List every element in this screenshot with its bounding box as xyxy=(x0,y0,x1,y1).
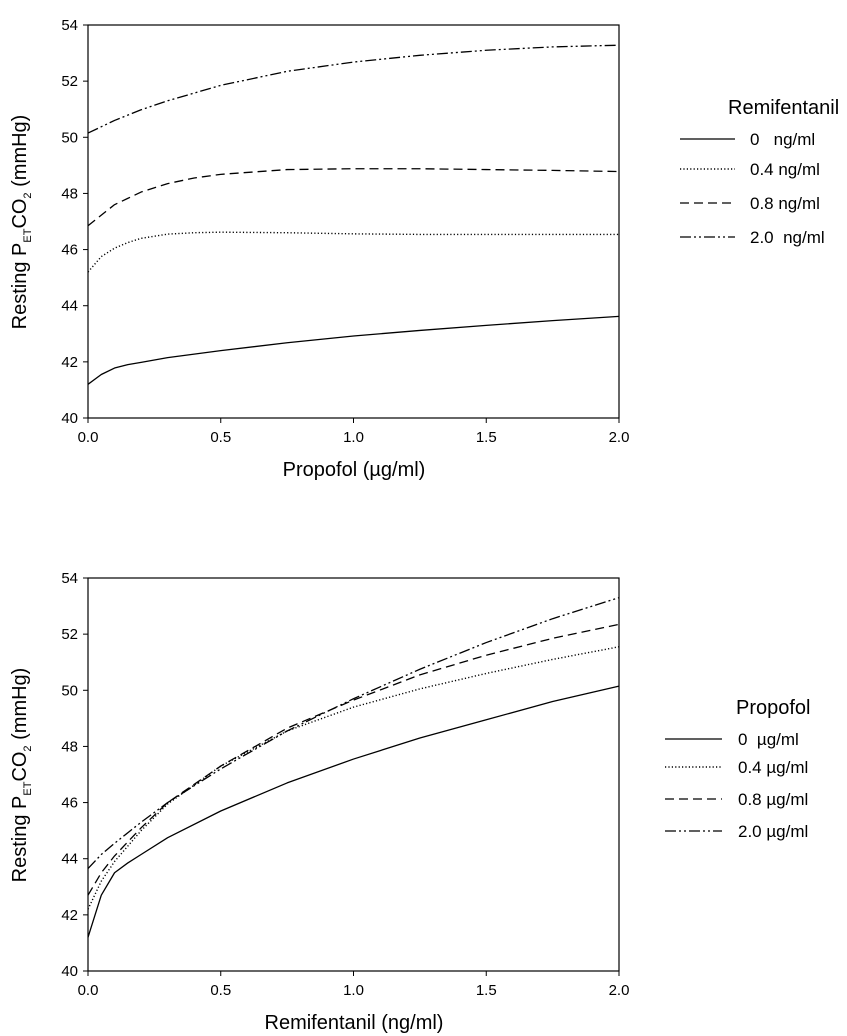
y-tick-label: 50 xyxy=(61,129,78,146)
legend-label-3: 0.8 µg/ml xyxy=(738,790,808,809)
y-axis-label-part: Resting P xyxy=(9,796,31,883)
series-line-2 xyxy=(87,646,620,910)
legend-label-3: 0.8 ng/ml xyxy=(750,194,820,213)
legend-label-2: 0.4 µg/ml xyxy=(738,758,808,777)
legend-title: Remifentanil xyxy=(728,97,839,119)
y-tick-label: 48 xyxy=(61,738,78,755)
x-tick-label: 2.0 xyxy=(609,429,630,446)
y-axis-label-part: CO xyxy=(9,199,31,229)
series-line-2 xyxy=(87,231,619,273)
y-axis-label-subscript: 2 xyxy=(22,192,34,198)
x-tick-label: 2.0 xyxy=(609,982,630,999)
y-axis-label-part: CO xyxy=(9,752,31,782)
y-tick-label: 52 xyxy=(61,626,78,643)
x-tick-label: 0.5 xyxy=(210,429,231,446)
chart-panel-1: 0.0 0.5 1.0 1.5 2.0 40 42 44 46 48 50 52 54 Propofol … xyxy=(9,17,839,481)
plot-frame xyxy=(87,24,620,419)
y-axis-label-subscript: ET xyxy=(22,228,34,242)
plot-frame xyxy=(87,577,620,972)
y-tick-label: 48 xyxy=(61,185,78,202)
x-tick-label: 0.0 xyxy=(78,429,99,446)
legend-label-2: 0.4 ng/ml xyxy=(750,160,820,179)
series-line-4 xyxy=(87,597,620,869)
x-tick-label: 1.0 xyxy=(343,429,364,446)
x-tick-label: 0.5 xyxy=(210,982,231,999)
series-line-4 xyxy=(87,44,620,134)
x-tick-label: 1.5 xyxy=(476,429,497,446)
legend-label-1: 0 µg/ml xyxy=(738,730,799,749)
series-line-1 xyxy=(87,315,620,385)
y-axis-label-part: (mmHg) xyxy=(9,115,31,193)
legend: Propofol 0 µg/ml 0.4 µg/ml 0.8 µg/ml 2.0 µg/… xyxy=(665,697,811,841)
y-tick-label: 40 xyxy=(61,410,78,427)
x-tick-label: 1.0 xyxy=(343,982,364,999)
y-axis-label-subscript: 2 xyxy=(22,745,34,751)
y-tick-label: 40 xyxy=(61,963,78,980)
legend: Remifentanil 0 ng/ml 0.4 ng/ml 0.8 ng/ml 2.0… xyxy=(680,97,839,247)
legend-label-4: 2.0 ng/ml xyxy=(750,228,825,247)
legend-title: Propofol xyxy=(736,697,811,719)
y-axis-label: Resting PETCO2 (mmHg) xyxy=(9,668,34,883)
y-tick-label: 54 xyxy=(61,570,78,587)
y-tick-label: 44 xyxy=(61,298,78,315)
series-line-3 xyxy=(87,168,620,227)
y-axis-label: Resting PETCO2 (mmHg) xyxy=(9,115,34,330)
y-tick-label: 52 xyxy=(61,73,78,90)
y-tick-label: 46 xyxy=(61,795,78,812)
series-line-3 xyxy=(87,623,620,896)
x-tick-label: 0.0 xyxy=(78,982,99,999)
legend-label-4: 2.0 µg/ml xyxy=(738,822,808,841)
series-line-1 xyxy=(87,685,620,938)
y-axis-label-subscript: ET xyxy=(22,781,34,795)
y-tick-label: 42 xyxy=(61,907,78,924)
y-axis-label-part: Resting P xyxy=(9,243,31,330)
y-tick-label: 46 xyxy=(61,242,78,259)
legend-label-1: 0 ng/ml xyxy=(750,130,815,149)
x-tick-label: 1.5 xyxy=(476,982,497,999)
chart-panel-2: 0.0 0.5 1.0 1.5 2.0 40 42 44 46 48 50 52 54 Remifenta… xyxy=(9,570,811,1034)
x-axis-label: Propofol (µg/ml) xyxy=(283,459,426,481)
y-tick-label: 54 xyxy=(61,17,78,34)
y-axis-label-part: (mmHg) xyxy=(9,668,31,746)
y-tick-label: 42 xyxy=(61,354,78,371)
y-tick-label: 44 xyxy=(61,851,78,868)
y-tick-label: 50 xyxy=(61,682,78,699)
x-axis-label: Remifentanil (ng/ml) xyxy=(265,1012,444,1034)
